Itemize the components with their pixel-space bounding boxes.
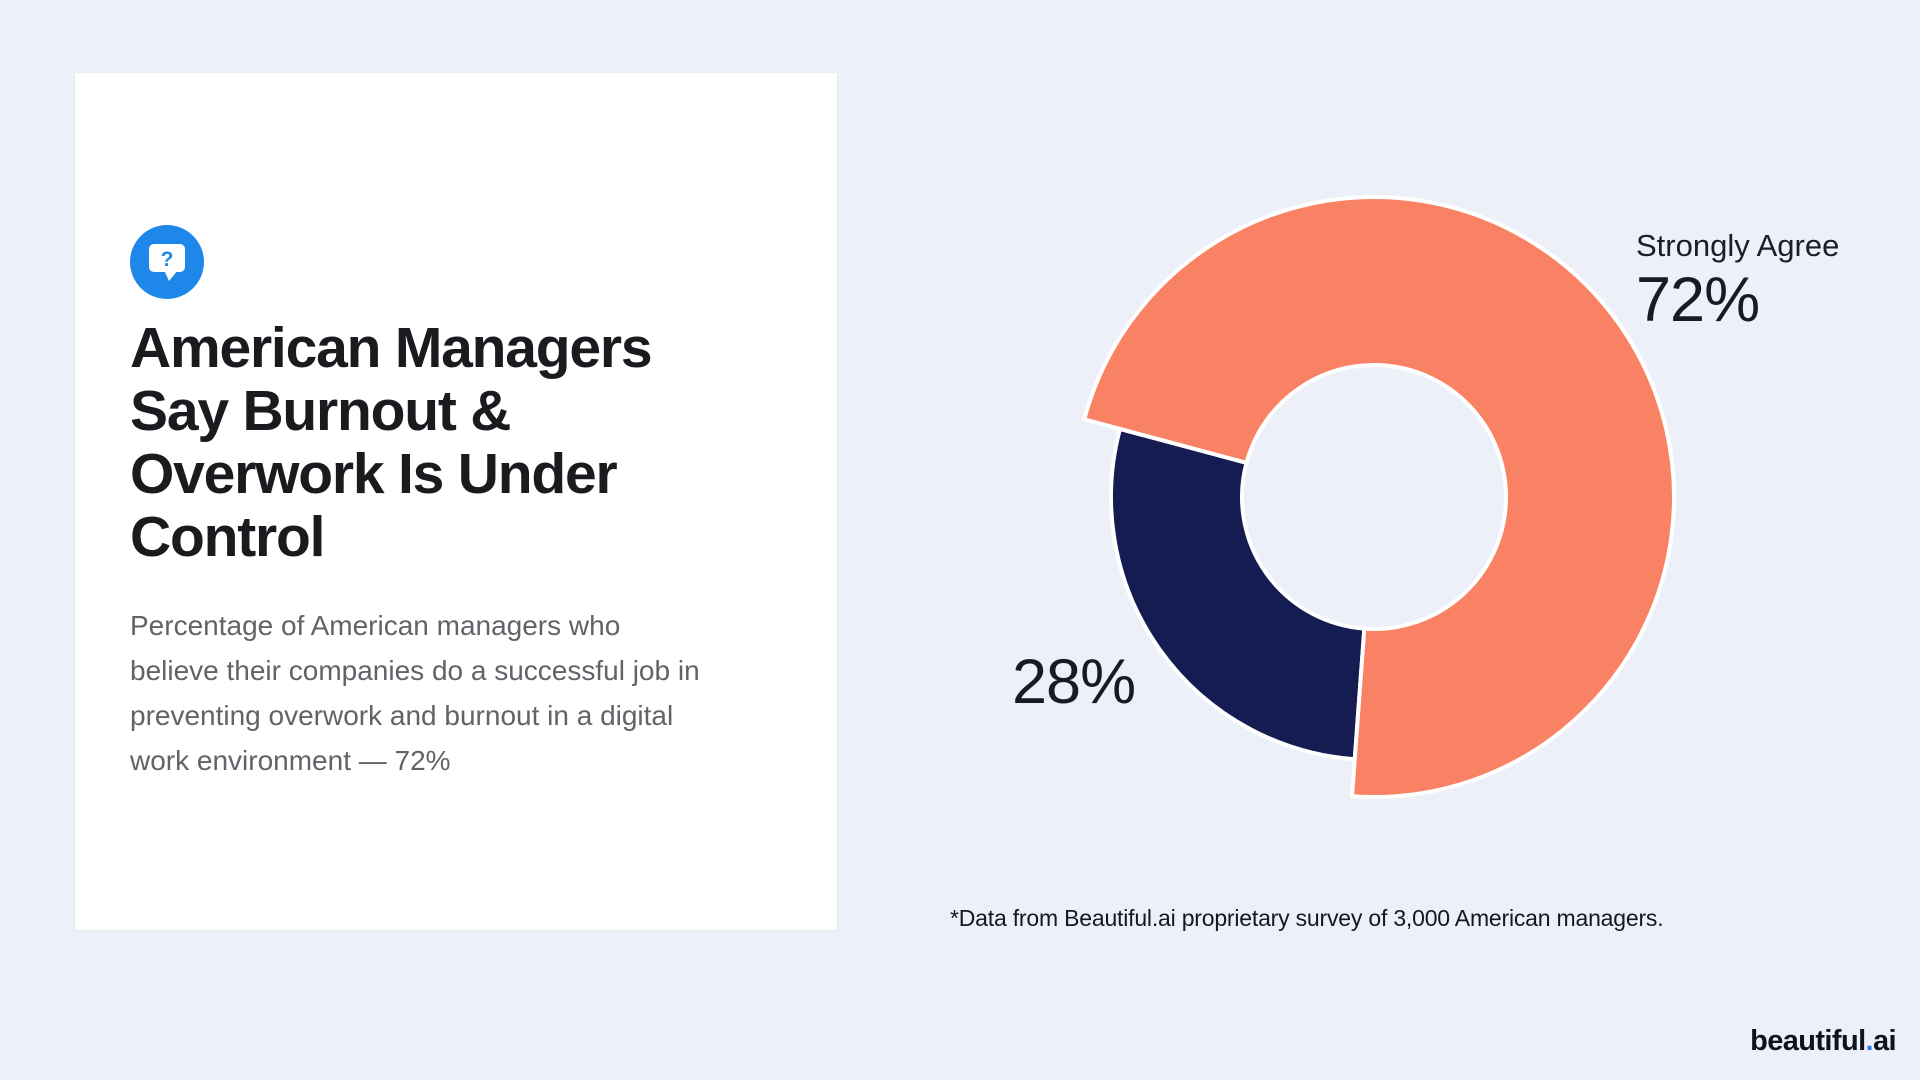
slide-description: Percentage of American managers who beli… — [130, 610, 700, 776]
logo-word: beautiful — [1750, 1025, 1866, 1057]
svg-text:?: ? — [161, 248, 174, 271]
beautiful-ai-logo: beautiful.ai — [1750, 1025, 1897, 1058]
logo-tld: ai — [1873, 1025, 1897, 1057]
footnote: *Data from Beautiful.ai proprietary surv… — [950, 905, 1664, 931]
callout-secondary: 28% — [1012, 647, 1136, 717]
donut-slice — [1109, 426, 1367, 762]
slice-value: 72% — [1636, 265, 1760, 335]
logo-dot: . — [1865, 1025, 1874, 1057]
slide-title: American Managers Say Burnout & Overwork… — [130, 316, 653, 569]
slice-label: Strongly Agree — [1636, 228, 1840, 263]
question-chat-icon: ? — [130, 225, 204, 299]
slice-value: 28% — [1012, 647, 1136, 717]
text-card: ? American Managers Say Burnout & Overwo… — [75, 73, 837, 930]
callout-strongly-agree: Strongly Agree 72% — [1636, 226, 1839, 334]
donut-slice — [1082, 195, 1676, 799]
